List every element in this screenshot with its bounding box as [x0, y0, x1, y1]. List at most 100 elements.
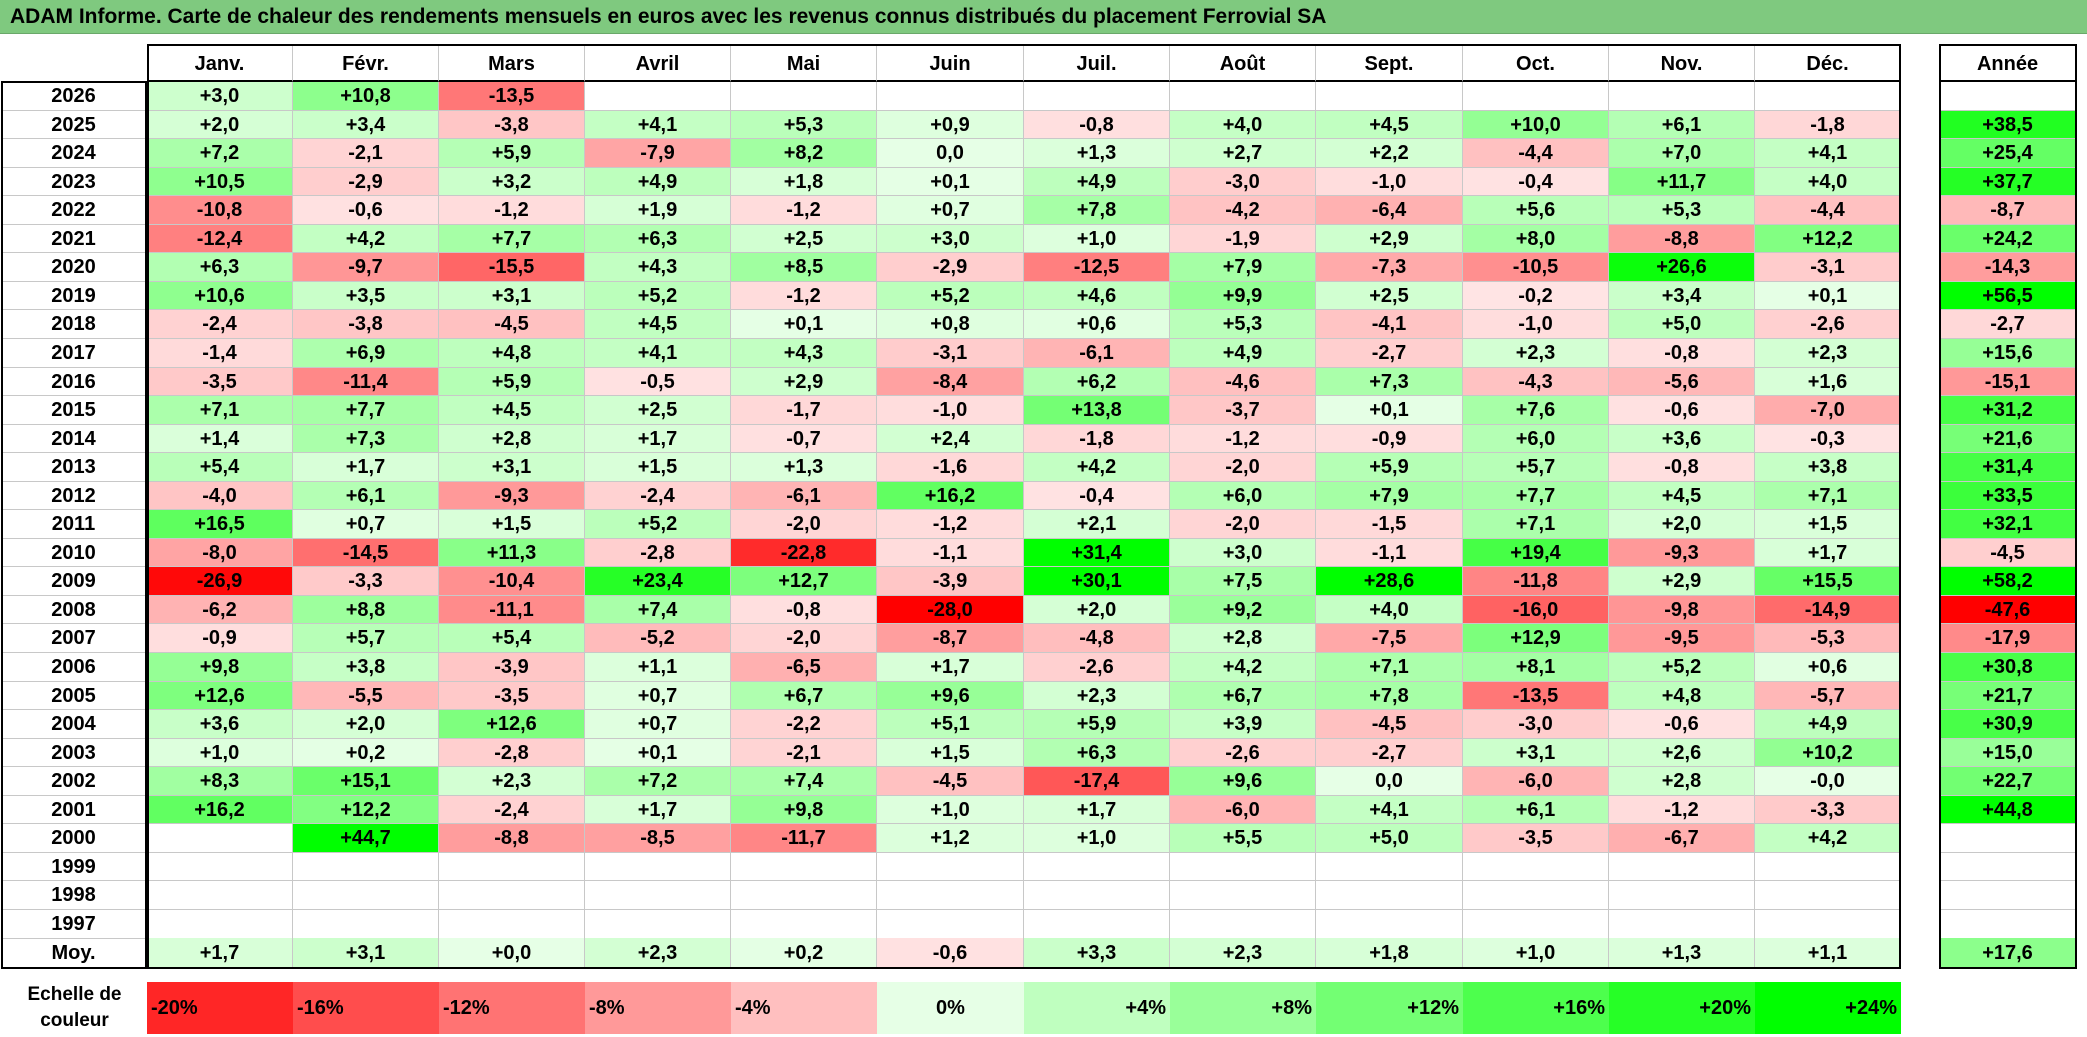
heatmap-cell: -5,3 — [1755, 624, 1901, 653]
color-scale-step: +16% — [1463, 982, 1609, 1034]
heatmap-cell: -26,9 — [147, 567, 293, 596]
heatmap-cell: +9,6 — [1170, 767, 1316, 796]
month-header: Janv. — [147, 46, 293, 82]
heatmap-cell: +5,4 — [439, 624, 585, 653]
heatmap-cell: +3,4 — [293, 111, 439, 139]
heatmap-cell: +11,3 — [439, 539, 585, 567]
heatmap-cell: -1,2 — [731, 282, 877, 310]
heatmap-cell: +6,3 — [1024, 739, 1170, 767]
heatmap-cell: -6,2 — [147, 596, 293, 624]
heatmap-cell: -2,2 — [731, 710, 877, 739]
annual-cell: +30,8 — [1939, 653, 2077, 682]
heatmap-cell: +2,3 — [1024, 682, 1170, 710]
heatmap-cell: +23,4 — [585, 567, 731, 596]
heatmap-cell: -0,7 — [731, 425, 877, 453]
heatmap-cell: -4,4 — [1755, 196, 1901, 225]
heatmap-cell: -13,5 — [439, 82, 585, 111]
heatmap-cell — [1755, 853, 1901, 881]
heatmap-cell: +3,8 — [1755, 453, 1901, 482]
heatmap-cell — [731, 910, 877, 939]
heatmap-cell: +8,8 — [293, 596, 439, 624]
year-label: 2021 — [2, 225, 147, 253]
average-cell: +0,0 — [439, 938, 585, 968]
heatmap-cell: +6,7 — [1170, 682, 1316, 710]
heatmap-cell: +1,0 — [1024, 225, 1170, 253]
heatmap-cell — [1609, 881, 1755, 910]
annual-cell: -4,5 — [1939, 539, 2077, 567]
heatmap-cell: +1,7 — [293, 453, 439, 482]
heatmap-cell: +1,0 — [1024, 824, 1170, 853]
heatmap-cell: -1,1 — [1316, 539, 1463, 567]
heatmap-cell: +7,3 — [1316, 368, 1463, 396]
heatmap-cell: -6,4 — [1316, 196, 1463, 225]
annual-cell: +15,6 — [1939, 339, 2077, 368]
annual-cell: +33,5 — [1939, 482, 2077, 510]
heatmap-cell: -6,0 — [1170, 796, 1316, 824]
heatmap-cell: -3,5 — [439, 682, 585, 710]
heatmap-cell: +3,6 — [147, 710, 293, 739]
average-cell: +1,7 — [147, 938, 293, 968]
heatmap-cell — [147, 824, 293, 853]
heatmap-cell — [731, 853, 877, 881]
heatmap-cell: +12,9 — [1463, 624, 1609, 653]
heatmap-cell: +4,9 — [1755, 710, 1901, 739]
heatmap-cell: +5,9 — [1316, 453, 1463, 482]
heatmap-cell: +7,3 — [293, 425, 439, 453]
heatmap-cell: -16,0 — [1463, 596, 1609, 624]
heatmap-cell: -4,0 — [147, 482, 293, 510]
annual-cell — [1939, 881, 2077, 910]
heatmap-cell: -0,0 — [1755, 767, 1901, 796]
heatmap-cell: +2,9 — [1609, 567, 1755, 596]
heatmap-cell: -0,8 — [1024, 111, 1170, 139]
heatmap-cell: +5,0 — [1316, 824, 1463, 853]
heatmap-cell: -2,0 — [731, 510, 877, 539]
year-label: 2007 — [2, 624, 147, 653]
heatmap-cell: -0,8 — [1609, 453, 1755, 482]
heatmap-cell: +0,8 — [877, 310, 1024, 339]
heatmap-cell — [1170, 853, 1316, 881]
heatmap-cell: +3,5 — [293, 282, 439, 310]
heatmap-cell: -11,4 — [293, 368, 439, 396]
heatmap-cell: -6,7 — [1609, 824, 1755, 853]
heatmap-cell: -4,4 — [1463, 139, 1609, 168]
heatmap-cell: -1,4 — [147, 339, 293, 368]
heatmap-cell: +31,4 — [1024, 539, 1170, 567]
heatmap-cell — [1024, 910, 1170, 939]
year-label: 2000 — [2, 824, 147, 853]
heatmap-cell: +6,1 — [293, 482, 439, 510]
heatmap-cell: -2,9 — [877, 253, 1024, 282]
annual-cell: -15,1 — [1939, 368, 2077, 396]
heatmap-cell: +3,4 — [1609, 282, 1755, 310]
heatmap-cell: -9,8 — [1609, 596, 1755, 624]
heatmap-cell: +2,8 — [1170, 624, 1316, 653]
heatmap-cell: +5,7 — [1463, 453, 1609, 482]
year-label: 2024 — [2, 139, 147, 168]
heatmap-cell: -0,4 — [1463, 168, 1609, 196]
heatmap-cell — [1024, 881, 1170, 910]
heatmap-cell: +4,8 — [1609, 682, 1755, 710]
heatmap-cell: +1,3 — [731, 453, 877, 482]
average-cell: +1,0 — [1463, 938, 1609, 968]
heatmap-cell: +3,0 — [877, 225, 1024, 253]
heatmap-cell: +2,3 — [439, 767, 585, 796]
heatmap-cell: +5,9 — [1024, 710, 1170, 739]
color-scale-step: 0% — [877, 982, 1024, 1034]
year-label: 2020 — [2, 253, 147, 282]
heatmap-cell: +2,8 — [1609, 767, 1755, 796]
heatmap-cell — [1609, 853, 1755, 881]
heatmap-cell: +4,5 — [585, 310, 731, 339]
heatmap-cell — [1024, 853, 1170, 881]
heatmap-cell: +7,4 — [731, 767, 877, 796]
heatmap-cell: -1,0 — [1463, 310, 1609, 339]
heatmap-cell: +1,7 — [585, 425, 731, 453]
heatmap-cell: -8,4 — [877, 368, 1024, 396]
heatmap-cell: +10,6 — [147, 282, 293, 310]
heatmap-cell: -1,6 — [877, 453, 1024, 482]
average-cell: +2,3 — [585, 938, 731, 968]
heatmap-cell: +3,8 — [293, 653, 439, 682]
heatmap-cell: +0,7 — [293, 510, 439, 539]
year-label: 2002 — [2, 767, 147, 796]
year-label: 2015 — [2, 396, 147, 425]
heatmap-cell: +10,2 — [1755, 739, 1901, 767]
heatmap-cell: +1,5 — [585, 453, 731, 482]
